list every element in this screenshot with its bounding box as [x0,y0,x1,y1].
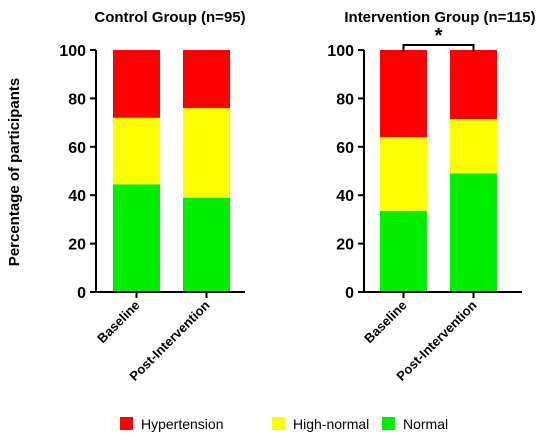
legend-swatch-hypertension [120,417,133,430]
significance-bracket-1 [402,44,475,52]
y-tick-label-1-4: 80 [336,91,354,108]
y-tick-label-0-2: 40 [68,188,86,205]
y-tick-label-1-3: 60 [336,140,354,157]
bar-1-1-hypertension [450,50,497,119]
y-axis-label: Percentage of participants [6,78,23,266]
y-tick-label-1-1: 20 [336,237,354,254]
y-tick-label-0-0: 0 [77,285,86,302]
bar-1-0-hypertension [380,50,427,138]
y-tick-label-1-5: 100 [327,43,354,60]
legend-label-high-normal: High-normal [293,416,369,432]
x-tick-label-1-0: Baseline [361,298,409,346]
bar-0-1-hypertension [183,50,230,109]
bar-1-0-high-normal [380,137,427,211]
bar-0-0-high-normal [113,117,160,185]
chart-title-1: Intervention Group (n=115) [344,9,535,26]
significance-marker-1: * [435,25,443,47]
bar-0-0-normal [113,184,160,292]
y-tick-label-0-3: 60 [68,140,86,157]
y-tick-label-0-1: 20 [68,237,86,254]
x-tick-label-0-0: Baseline [94,298,142,346]
legend-label-normal: Normal [403,416,448,432]
bar-1-1-normal [450,173,497,292]
bar-0-1-normal [183,197,230,292]
y-tick-label-0-5: 100 [59,43,86,60]
chart-title-0: Control Group (n=95) [94,9,245,26]
bar-0-0-hypertension [113,50,160,118]
bar-1-0-normal [380,210,427,292]
y-tick-label-1-2: 40 [336,188,354,205]
bar-0-1-high-normal [183,108,230,198]
legend-swatch-high-normal [272,417,285,430]
y-tick-label-0-4: 80 [68,91,86,108]
bar-1-1-high-normal [450,118,497,174]
legend-swatch-normal [382,417,395,430]
legend-label-hypertension: Hypertension [141,416,224,432]
y-tick-label-1-0: 0 [345,285,354,302]
